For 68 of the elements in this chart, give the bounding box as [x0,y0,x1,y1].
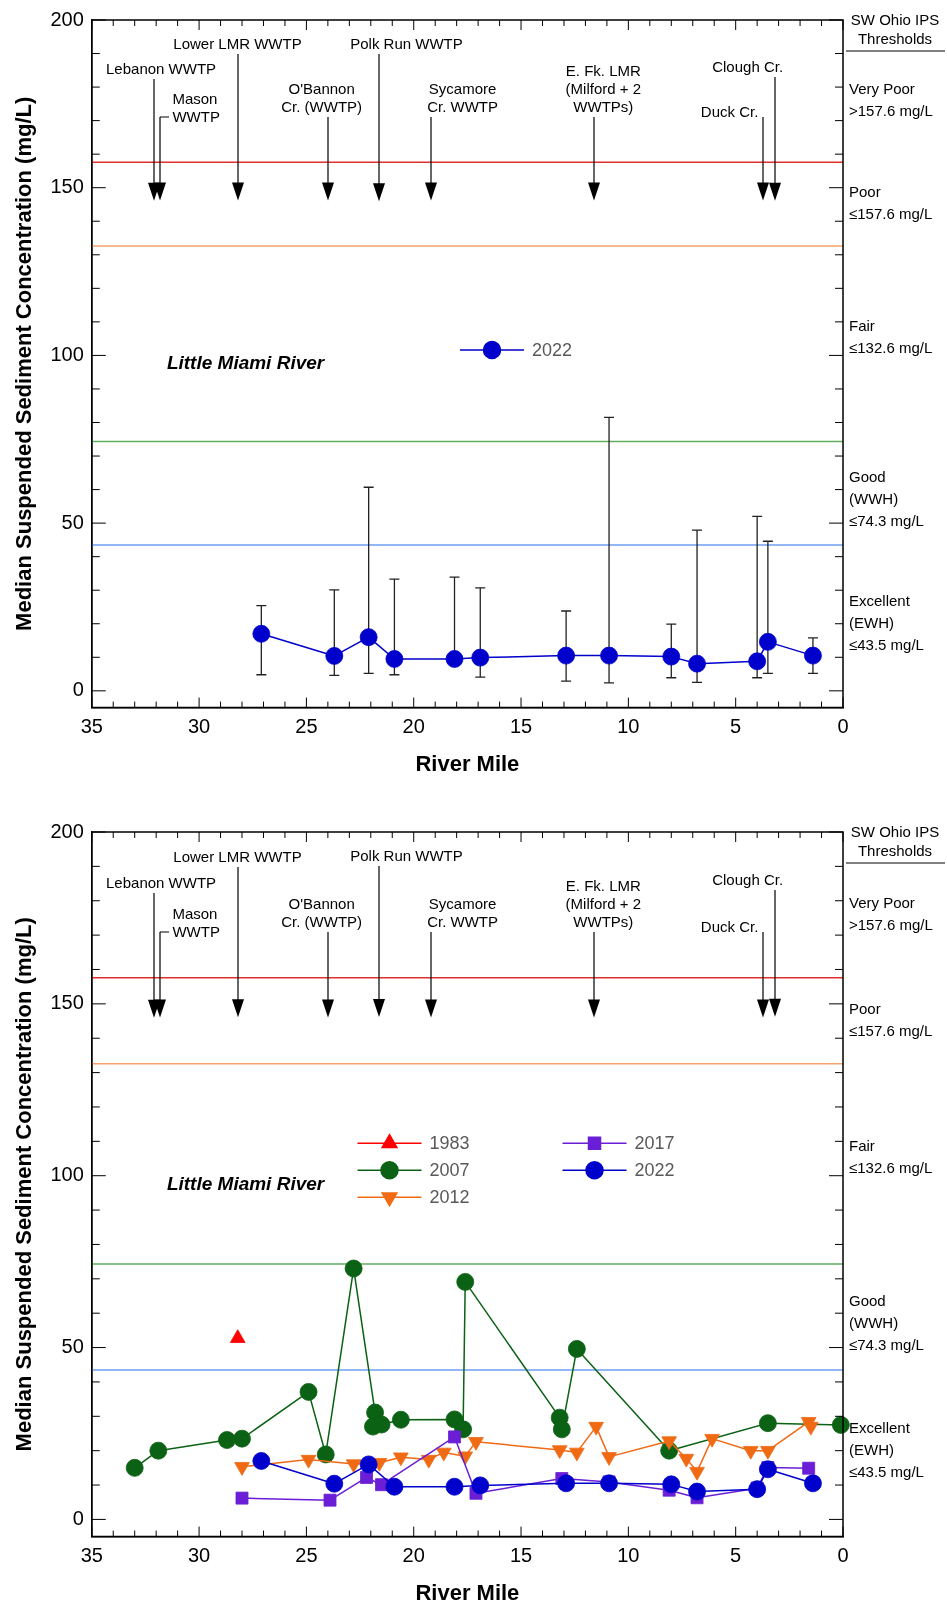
annotation: Mason WWTP [172,90,220,126]
x-tick-label: 5 [730,715,742,738]
x-tick-label: 35 [80,715,103,738]
x-tick-label: 0 [837,715,849,738]
x-tick-label: 10 [617,1544,640,1567]
x-axis-title: River Mile [415,750,520,776]
text: Very Poor >157.6 mg/L [849,79,933,119]
x-tick-label: 30 [187,1544,211,1567]
y-tick-label: 200 [50,7,84,30]
text: Very Poor >157.6 mg/L [849,893,933,933]
annotation: Polk Run WWTP [350,34,463,52]
annotation: Lower LMR WWTP [173,848,302,866]
legend-label: 2017 [634,1133,675,1154]
text: Good (WWH) ≤74.3 mg/L [849,1291,924,1353]
text: SW Ohio IPS Thresholds [850,823,940,859]
x-tick-label: 5 [730,1544,742,1567]
text: SW Ohio IPS Thresholds [850,11,940,47]
annotation: E. Fk. LMR (Milford + 2 WWTPs) [565,62,642,116]
legend-label: 1983 [429,1133,470,1154]
annotation: Sycamore Cr. WWTP [427,894,498,930]
y-tick-label: 50 [61,1335,84,1358]
annotation: Duck Cr. [700,917,759,935]
text: Good (WWH) ≤74.3 mg/L [849,468,924,530]
text: Fair ≤132.6 mg/L [849,317,933,357]
y-tick-label: 100 [50,342,84,365]
text: Fair ≤132.6 mg/L [849,1137,933,1177]
y-axis-title: Median Suspended Sediment Concentration (mg/L) [11,917,37,1452]
x-tick-label: 0 [837,1544,849,1567]
annotation: Little Miami River [166,1172,326,1194]
annotation: Lebanon WWTP [106,60,217,78]
x-tick-label: 20 [402,1544,425,1567]
annotation: Lower LMR WWTP [173,35,302,53]
x-tick-label: 20 [402,715,425,738]
legend-label: 2022 [634,1160,675,1181]
annotation: Lebanon WWTP [106,873,217,891]
annotation: O'Bannon Cr. (WWTP) [281,80,363,116]
y-tick-label: 0 [72,678,84,701]
text: Excellent (EWH) ≤43.5 mg/L [849,591,924,653]
annotation: O'Bannon Cr. (WWTP) [281,894,363,930]
x-tick-label: 15 [509,1544,533,1567]
legend-label: 2007 [429,1160,470,1181]
y-tick-label: 150 [50,175,84,198]
y-tick-label: 200 [50,819,84,842]
y-tick-label: 0 [72,1506,84,1529]
annotation: Clough Cr. [712,871,784,889]
text: Poor ≤157.6 mg/L [849,183,933,223]
annotation: Clough Cr. [712,58,784,76]
annotation: Sycamore Cr. WWTP [427,80,498,116]
annotation: E. Fk. LMR (Milford + 2 WWTPs) [565,876,642,930]
y-tick-label: 100 [50,1163,84,1186]
x-tick-label: 30 [187,715,211,738]
y-axis-title: Median Suspended Sediment Concentration (mg/L) [11,96,37,631]
x-axis-title: River Mile [415,1579,520,1605]
x-tick-label: 15 [509,715,533,738]
x-tick-label: 35 [80,1544,103,1567]
annotation: Duck Cr. [700,103,759,121]
annotation: Polk Run WWTP [350,847,463,865]
legend-label: 2022 [532,340,573,361]
x-tick-label: 10 [617,715,640,738]
annotation: Little Miami River [166,352,326,374]
text: Poor ≤157.6 mg/L [849,999,933,1039]
y-tick-label: 50 [61,510,84,533]
x-tick-label: 25 [295,715,318,738]
x-tick-label: 25 [295,1544,318,1567]
y-tick-label: 150 [50,991,84,1014]
text: Excellent (EWH) ≤43.5 mg/L [849,1418,924,1480]
legend-label: 2012 [429,1187,470,1208]
annotation: Mason WWTP [172,904,220,940]
